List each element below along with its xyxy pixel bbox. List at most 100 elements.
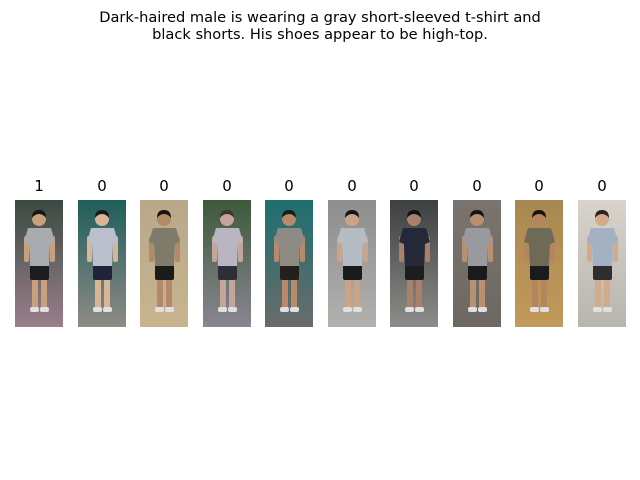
person-shoe (593, 307, 602, 312)
query-caption: Dark-haired male is wearing a gray short… (0, 9, 640, 43)
person-shirt (24, 228, 55, 266)
match-label: 0 (222, 177, 232, 195)
person-thumbnail (15, 200, 63, 327)
person-thumbnail (328, 200, 376, 327)
person-shirt (212, 228, 243, 266)
person-head (407, 212, 421, 226)
person-shoe (540, 307, 549, 312)
person-shoe (290, 307, 299, 312)
person-leg (157, 274, 163, 308)
person-leg (470, 274, 476, 308)
person-shoe (415, 307, 424, 312)
person-shorts (93, 262, 112, 280)
person-leg (354, 274, 360, 308)
person-hair (282, 210, 296, 218)
person-hair (407, 210, 421, 218)
person-head (470, 212, 484, 226)
person-leg (479, 274, 485, 308)
person-thumbnail (453, 200, 501, 327)
person-hair (32, 210, 46, 218)
person-shoe (218, 307, 227, 312)
person-leg (32, 274, 38, 308)
person-thumbnail (578, 200, 626, 327)
person-hair (220, 210, 234, 218)
person-shoe (155, 307, 164, 312)
person-shoe (405, 307, 414, 312)
person-leg (229, 274, 235, 308)
person-shorts (468, 262, 487, 280)
person-shirt (274, 228, 305, 266)
person-leg (291, 274, 297, 308)
person-shoe (93, 307, 102, 312)
person-leg (282, 274, 288, 308)
person-thumbnail (390, 200, 438, 327)
person-shirt (149, 228, 180, 266)
person-thumbnail (515, 200, 563, 327)
person-head (282, 212, 296, 226)
person-shorts (530, 262, 549, 280)
person-shoe (478, 307, 487, 312)
person-thumbnail (203, 200, 251, 327)
person-shorts (155, 262, 174, 280)
person-head (532, 212, 546, 226)
person-shoe (40, 307, 49, 312)
person-head (95, 212, 109, 226)
person-shoe (165, 307, 174, 312)
person-shirt (587, 228, 618, 266)
person-shorts (593, 262, 612, 280)
person-thumbnail (140, 200, 188, 327)
person-hair (157, 210, 171, 218)
person-head (157, 212, 171, 226)
person-shorts (405, 262, 424, 280)
person-shirt (87, 228, 118, 266)
person-shoe (228, 307, 237, 312)
person-shoe (280, 307, 289, 312)
person-shorts (280, 262, 299, 280)
person-leg (345, 274, 351, 308)
match-label: 0 (159, 177, 169, 195)
person-shirt (337, 228, 368, 266)
match-label: 0 (284, 177, 294, 195)
person-leg (595, 274, 601, 308)
person-thumbnail (265, 200, 313, 327)
person-head (220, 212, 234, 226)
person-shorts (343, 262, 362, 280)
person-shirt (399, 228, 430, 266)
person-leg (416, 274, 422, 308)
person-shorts (218, 262, 237, 280)
person-shoe (103, 307, 112, 312)
person-leg (604, 274, 610, 308)
person-leg (95, 274, 101, 308)
person-hair (95, 210, 109, 218)
person-hair (595, 210, 609, 218)
person-shirt (524, 228, 555, 266)
match-label: 1 (34, 177, 44, 195)
person-hair (532, 210, 546, 218)
person-head (595, 212, 609, 226)
person-shoe (603, 307, 612, 312)
match-label: 0 (597, 177, 607, 195)
person-hair (470, 210, 484, 218)
person-hair (345, 210, 359, 218)
person-leg (166, 274, 172, 308)
match-label: 0 (472, 177, 482, 195)
match-label: 0 (409, 177, 419, 195)
match-label: 0 (347, 177, 357, 195)
person-leg (41, 274, 47, 308)
person-shoe (353, 307, 362, 312)
match-label: 0 (534, 177, 544, 195)
caption-line-1: Dark-haired male is wearing a gray short… (99, 9, 541, 26)
person-leg (407, 274, 413, 308)
person-leg (541, 274, 547, 308)
person-shoe (343, 307, 352, 312)
person-shorts (30, 262, 49, 280)
person-leg (220, 274, 226, 308)
person-leg (104, 274, 110, 308)
match-label: 0 (97, 177, 107, 195)
person-shoe (30, 307, 39, 312)
caption-line-2: black shorts. His shoes appear to be hig… (152, 26, 488, 43)
person-shirt (462, 228, 493, 266)
person-head (32, 212, 46, 226)
person-shoe (468, 307, 477, 312)
